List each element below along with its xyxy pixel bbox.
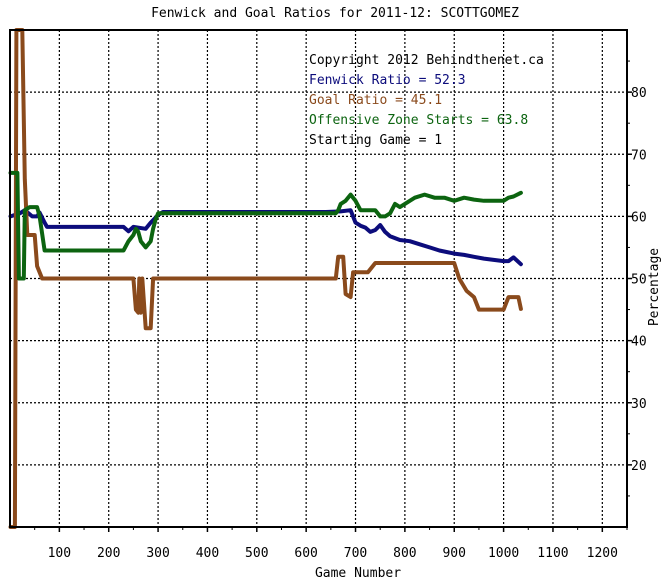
x-tick-label: 800 <box>393 546 416 561</box>
annotation-line: Copyright 2012 Behindthenet.ca <box>309 53 544 68</box>
x-tick-label: 1100 <box>537 546 568 561</box>
y-tick-label: 60 <box>631 210 647 225</box>
y-tick-label: 40 <box>631 335 647 350</box>
y-axis-label: Percentage <box>647 248 662 326</box>
x-tick-label: 100 <box>48 546 71 561</box>
x-tick-label: 1000 <box>488 546 519 561</box>
y-tick-label: 50 <box>631 273 647 288</box>
x-tick-label: 200 <box>97 546 120 561</box>
chart-title: Fenwick and Goal Ratios for 2011-12: SCO… <box>151 6 519 21</box>
x-tick-label: 700 <box>344 546 367 561</box>
y-tick-label: 20 <box>631 459 647 474</box>
series-line-goal-ratio <box>8 28 523 529</box>
series-line-fenwick-ratio <box>8 208 523 267</box>
x-tick-label: 1200 <box>587 546 618 561</box>
x-axis-label: Game Number <box>315 566 401 580</box>
y-tick-label: 80 <box>631 86 647 101</box>
series-line-offensive-zone-starts <box>8 170 523 281</box>
series-lines <box>8 28 523 529</box>
x-tick-label: 900 <box>442 546 465 561</box>
y-tick-label: 30 <box>631 397 647 412</box>
y-tick-label: 70 <box>631 148 647 163</box>
annotations: Copyright 2012 Behindthenet.ca Fenwick Ra… <box>309 53 544 148</box>
x-tick-label: 600 <box>294 546 317 561</box>
annotation-line: Goal Ratio = 45.1 <box>309 93 442 108</box>
annotation-line: Starting Game = 1 <box>309 133 442 148</box>
axis-ticks: 100 200 300 400 500 600 700 800 900 1000 1100 1200 2… <box>34 60 647 561</box>
annotation-line: Fenwick Ratio = 52.3 <box>309 73 466 88</box>
x-tick-label: 300 <box>146 546 169 561</box>
annotation-line: Offensive Zone Starts = 63.8 <box>309 113 528 128</box>
x-tick-label: 400 <box>196 546 219 561</box>
x-tick-label: 500 <box>245 546 268 561</box>
